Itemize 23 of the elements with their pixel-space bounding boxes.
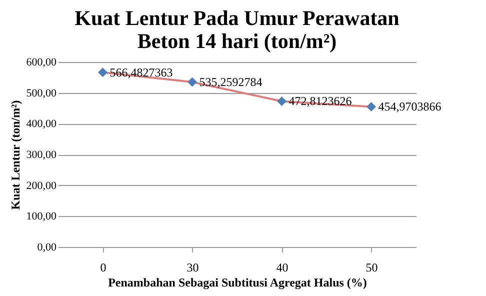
text: Beton 14 hari (ton/m²) (137, 29, 337, 53)
y-axis-title: Kuat Lentur (ton/m²) (8, 100, 22, 210)
x-axis-title: Penambahan Sebagai Subtitusi Agregat Halus (%) (108, 276, 367, 290)
data-label: 535,2592784 (199, 74, 262, 89)
y-tick-label: 200,00 (26, 180, 57, 192)
point (366, 102, 376, 112)
point (98, 68, 108, 78)
text: Kuat Lentur Pada Umur Perawatan (74, 6, 400, 30)
y-tick-label: 500,00 (26, 87, 57, 100)
data-label: 454,9703866 (378, 100, 442, 114)
x-tick-label: 50 (366, 260, 378, 274)
point (277, 96, 286, 106)
point (188, 77, 197, 87)
y-tick-label: 600,00 (26, 56, 57, 68)
y-tick-label: 0,00 (37, 242, 57, 254)
y-tick-label: 100,00 (26, 210, 57, 223)
y-tick-label: 300,00 (26, 149, 57, 161)
y-tick-label: 400,00 (26, 118, 57, 130)
x-tick-label: 40 (276, 260, 288, 274)
data-label: 566,4827363 (110, 65, 173, 80)
x-tick-label: 0 (100, 260, 106, 274)
data-label: 472,8123626 (288, 94, 352, 108)
x-tick-label: 30 (186, 260, 199, 274)
